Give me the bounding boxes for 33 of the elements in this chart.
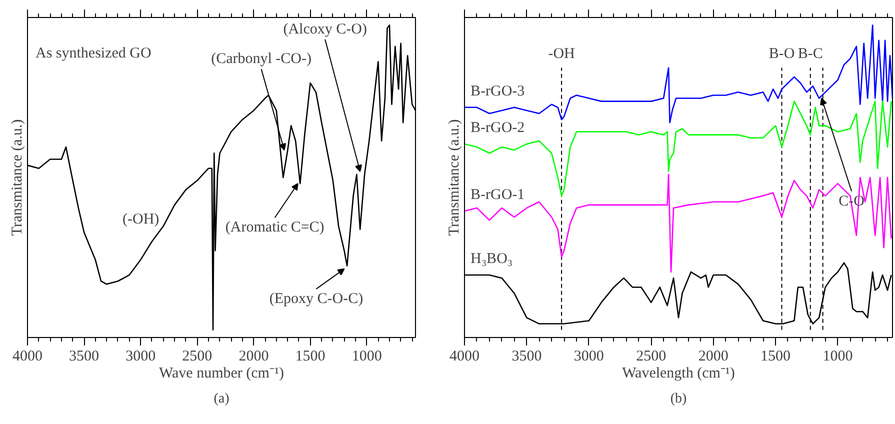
ref-line-label: -OH [548,46,576,62]
x-tick-label: 3500 [512,348,542,364]
annotation: (Aromatic C=C) [225,220,324,236]
annotation: (-OH) [122,212,160,228]
ref-line-label: B-C [798,46,823,62]
x-tick-label: 3000 [574,348,604,364]
annotation: (Carbonyl -CO-) [211,51,312,68]
x-axis-title: Wavelength (cm⁻¹) [622,366,735,382]
x-tick-label: 2500 [636,348,666,364]
series-label: B-rGO-3 [470,83,525,100]
x-tick-label: 1500 [760,348,791,364]
text: (b) [670,392,687,406]
annotation: As synthesized GO [36,46,152,62]
x-tick-label: 1000 [352,348,382,364]
x-tick-label: 2000 [238,348,269,364]
ref-line-label: B-O [768,46,795,62]
x-tick-label: 3500 [69,348,100,364]
x-tick-label: 3000 [126,348,156,364]
x-tick-label: 4000 [12,348,42,364]
series-label: B-rGO-1 [470,187,525,204]
series-label: H₃BO₃ [470,251,513,268]
annotation: (Epoxy C-O-C) [269,290,364,307]
x-tick-label: 1500 [295,348,326,364]
y-axis-title: Transmitance (a.u.) [10,119,26,236]
x-axis-title: Wave number (cm⁻¹) [159,366,284,382]
x-tick-label: 2000 [698,348,728,364]
annotation: (Alcoxy C-O) [283,21,367,38]
x-tick-label: 1000 [822,348,853,364]
x-tick-label: 2500 [182,348,212,364]
x-tick-label: 4000 [450,348,480,364]
series-label: B-rGO-2 [470,120,525,136]
text: (a) [214,392,230,406]
y-axis-title: Transmitance (a.u.) [446,119,462,236]
